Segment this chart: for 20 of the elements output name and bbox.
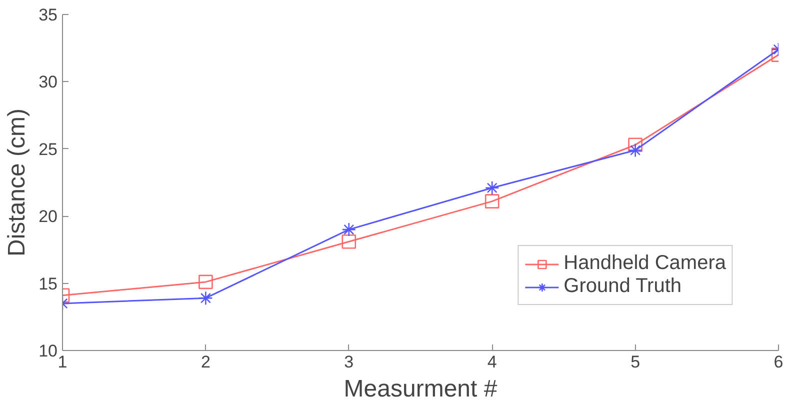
x-tick-label: 2 (200, 352, 210, 372)
point (484, 194, 500, 208)
y-tick-label: 25 (38, 140, 58, 159)
y-tick-label: 30 (38, 72, 58, 92)
point (342, 234, 356, 249)
x-tick-label: 4 (487, 352, 497, 372)
x-axis-title: Measurment # (344, 376, 498, 402)
point (484, 180, 500, 196)
x-tick-label: 3 (344, 352, 354, 372)
y-axis-title: Distance (cm) (4, 108, 31, 257)
legend-label: Ground Truth (564, 275, 682, 298)
y-tick-label: 10 (38, 342, 58, 360)
x-tick-label: 6 (774, 352, 784, 372)
legend-label: Handheld Camera (564, 252, 726, 275)
y-tick-label: 20 (38, 207, 58, 226)
x-tick-label: 1 (58, 352, 68, 372)
point (342, 222, 356, 237)
y-tick-label: 15 (38, 274, 58, 294)
x-tick-label: 5 (630, 352, 640, 372)
y-tick-label: 35 (38, 6, 58, 24)
